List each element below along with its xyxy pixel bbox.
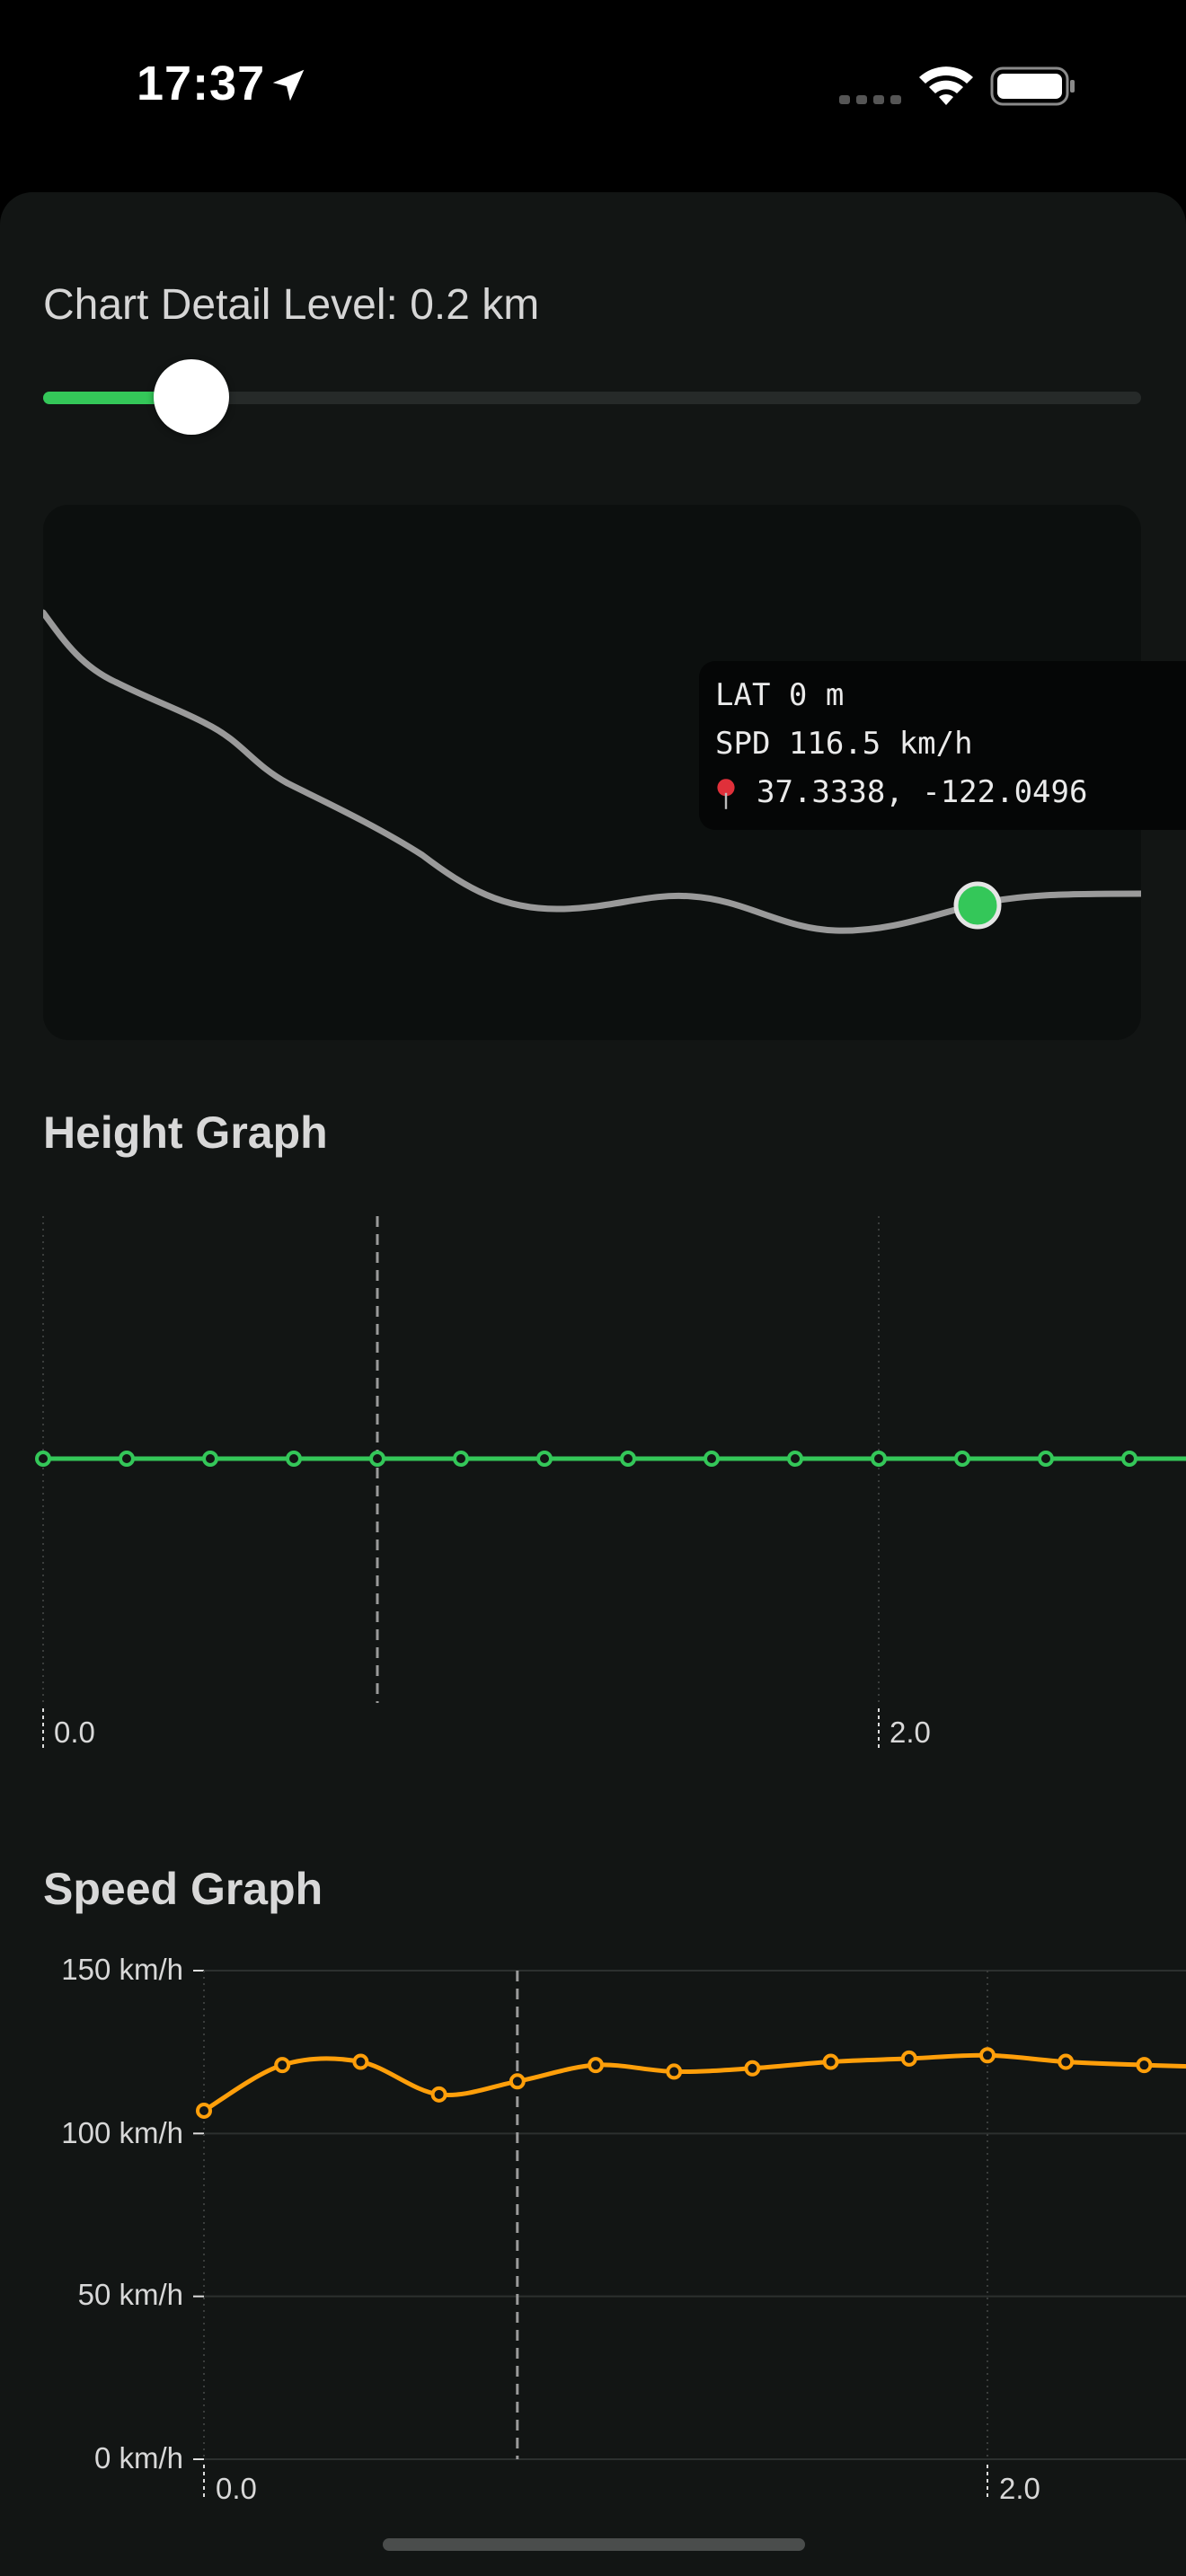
height-x-tick-0: 0.0 bbox=[54, 1716, 95, 1749]
speed-y-tick-150: 150 km/h bbox=[61, 1953, 183, 1986]
height-data-point bbox=[1038, 1451, 1054, 1467]
height-x-tick-1: 2.0 bbox=[890, 1716, 931, 1749]
height-data-point bbox=[119, 1451, 135, 1467]
speed-series-line bbox=[201, 2052, 1186, 2113]
status-bar: 17:37 bbox=[0, 0, 1186, 180]
speed-data-point bbox=[1058, 2053, 1075, 2070]
height-data-point bbox=[704, 1451, 720, 1467]
speed-data-point bbox=[352, 2053, 369, 2070]
speed-data-point bbox=[666, 2063, 683, 2080]
speed-graph-title: Speed Graph bbox=[43, 1864, 323, 1914]
speed-y-tick-50: 50 km/h bbox=[77, 2278, 183, 2311]
height-data-point bbox=[871, 1451, 887, 1467]
location-arrow-icon bbox=[272, 69, 305, 101]
wifi-icon bbox=[919, 66, 973, 105]
home-indicator[interactable] bbox=[383, 2538, 805, 2551]
tooltip-latitude: LAT 0 m bbox=[715, 677, 845, 713]
speed-data-point bbox=[1136, 2057, 1153, 2074]
speed-x-tick-1: 2.0 bbox=[999, 2472, 1040, 2505]
height-data-point bbox=[202, 1451, 218, 1467]
height-data-point bbox=[1121, 1451, 1137, 1467]
speed-data-point bbox=[822, 2053, 839, 2070]
position-tooltip: LAT 0 m SPD 116.5 km/h 37.3338, -122.049… bbox=[699, 661, 1186, 830]
height-data-point bbox=[787, 1451, 803, 1467]
tooltip-coordinates-row: 37.3338, -122.0496 bbox=[715, 774, 1087, 811]
height-data-point bbox=[369, 1451, 385, 1467]
tooltip-speed: SPD 116.5 km/h bbox=[715, 726, 973, 762]
speed-data-point bbox=[430, 2086, 447, 2103]
tooltip-coordinates: 37.3338, -122.0496 bbox=[757, 774, 1088, 810]
height-data-point bbox=[35, 1451, 51, 1467]
height-data-point bbox=[954, 1451, 970, 1467]
battery-icon bbox=[990, 66, 1075, 106]
speed-y-tick-100: 100 km/h bbox=[61, 2116, 183, 2149]
speed-data-point bbox=[900, 2050, 917, 2067]
status-time: 17:37 bbox=[137, 57, 266, 110]
slider-thumb[interactable] bbox=[153, 359, 229, 435]
height-data-point bbox=[620, 1451, 636, 1467]
speed-data-point bbox=[588, 2057, 604, 2074]
detail-level-slider[interactable] bbox=[43, 359, 1141, 435]
height-graph-title: Height Graph bbox=[43, 1107, 328, 1158]
map-pin-icon bbox=[717, 778, 735, 809]
speed-y-tick-0: 0 km/h bbox=[93, 2441, 183, 2475]
speed-data-point bbox=[196, 2102, 212, 2119]
speed-data-point bbox=[979, 2047, 996, 2064]
speed-data-point bbox=[509, 2073, 526, 2090]
height-data-point bbox=[453, 1451, 469, 1467]
speed-x-tick-0: 0.0 bbox=[216, 2472, 257, 2505]
height-data-point bbox=[286, 1451, 302, 1467]
speed-data-point bbox=[744, 2060, 761, 2077]
detail-level-label: Chart Detail Level: 0.2 km bbox=[43, 281, 540, 329]
speed-data-point bbox=[274, 2057, 291, 2074]
cellular-signal-icon bbox=[839, 95, 901, 104]
height-data-point bbox=[536, 1451, 553, 1467]
